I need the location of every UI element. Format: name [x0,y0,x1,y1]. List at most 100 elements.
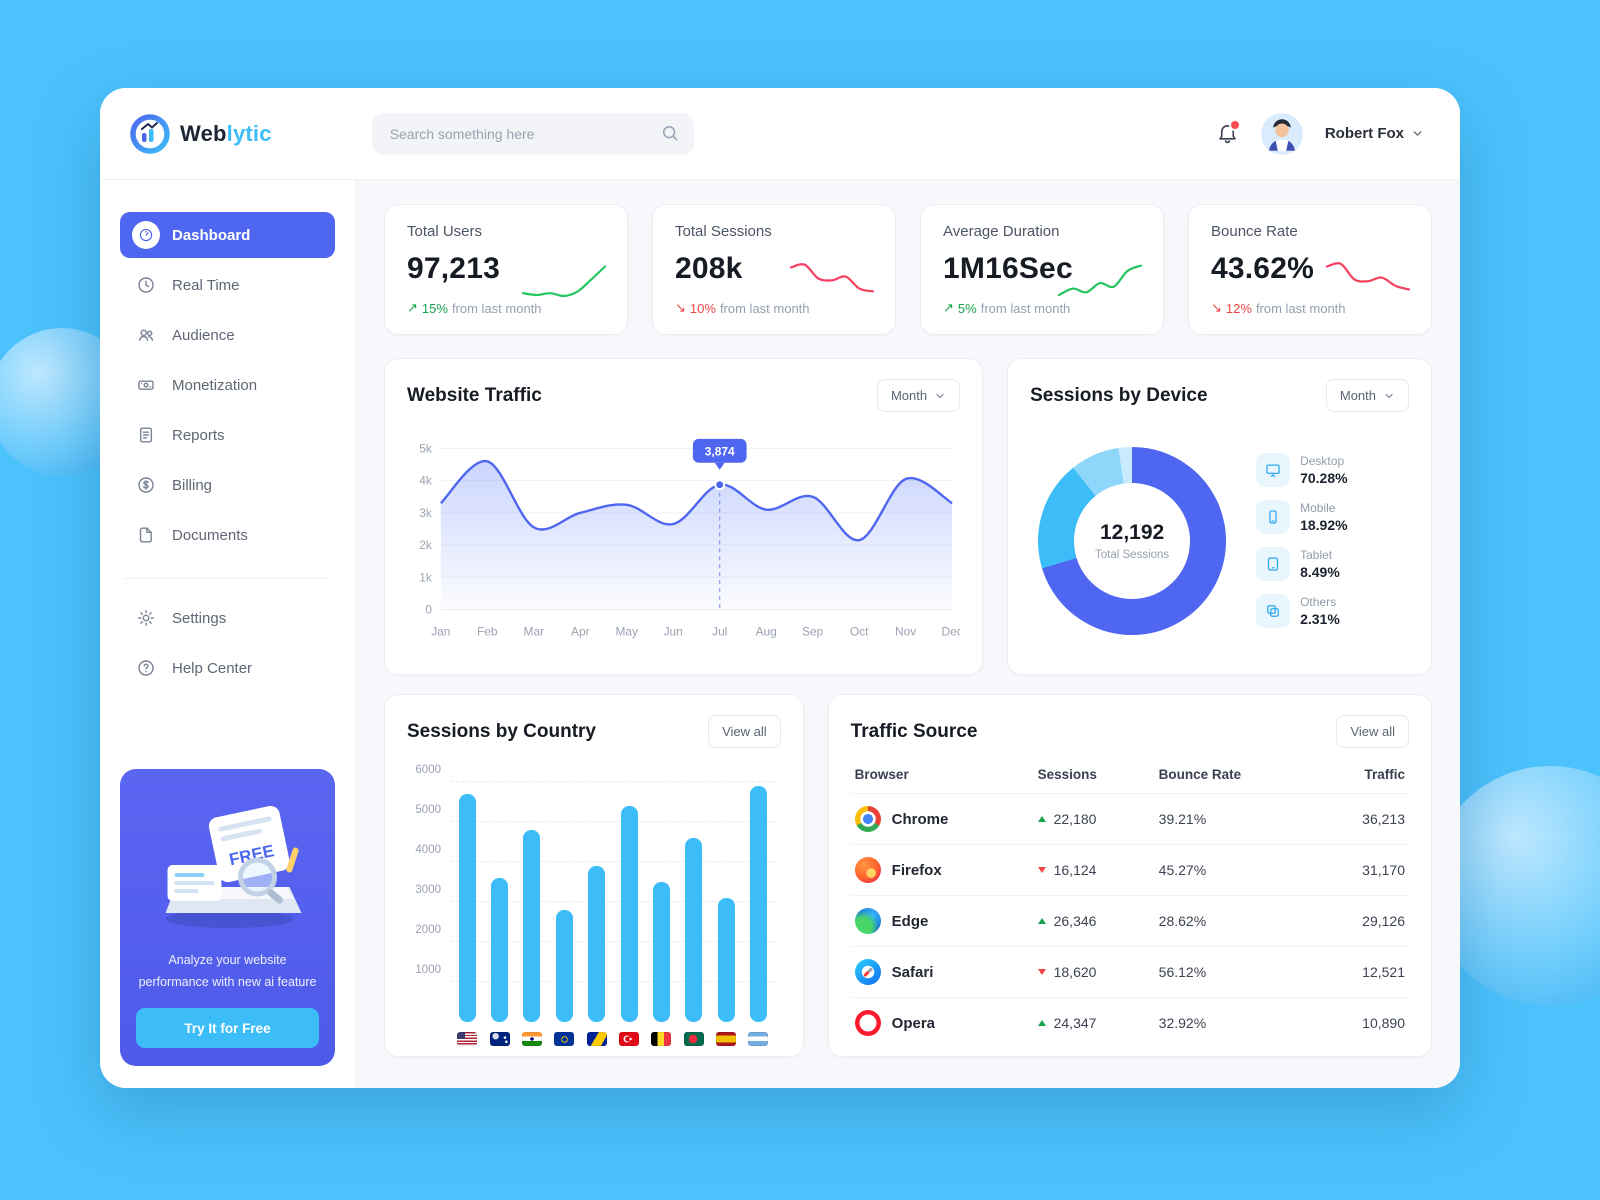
browser-name: Opera [891,1014,936,1032]
flag-india-icon [521,1032,542,1046]
svg-text:Mar: Mar [524,624,545,638]
promo-card: FREE Analyze your website performance wit… [120,769,335,1066]
notification-bell-button[interactable] [1211,117,1245,151]
browser-name: Edge [891,912,929,930]
traffic-value: 12,521 [1317,946,1409,998]
trend-up-triangle-icon [1037,816,1046,822]
legend-value: 2.31% [1300,611,1340,628]
traffic-value: 10,890 [1317,997,1409,1048]
column-header-sessions: Sessions [1033,756,1155,794]
sessions-value: 24,347 [1053,1015,1097,1031]
traffic-period-dropdown[interactable]: Month [876,379,961,412]
stat-card-total-sessions: Total Sessions 208k ↘ 10% from last month [652,204,896,335]
legend-value: 8.49% [1300,564,1340,581]
svg-text:May: May [615,624,638,638]
search-input[interactable] [371,112,694,155]
gridline [451,901,775,902]
gear-icon [138,610,154,626]
sidebar-item-label: Monetization [172,376,258,394]
sessions-value: 26,346 [1053,913,1097,929]
y-axis-label: 5000 [415,804,441,816]
search-bar[interactable] [371,112,694,155]
stat-change-percent: 15% [421,300,448,316]
dollar-icon [138,477,154,493]
flag-spain-icon [716,1032,737,1046]
y-axis-label: 2000 [415,924,441,936]
traffic-tooltip: 3,874 [692,438,747,470]
stat-change-suffix: from last month [980,300,1071,316]
svg-text:3k: 3k [419,506,432,520]
svg-text:Oct: Oct [850,624,869,638]
desktop-icon [1266,464,1280,478]
sidebar-item-label: Billing [172,476,213,494]
gear-icon [132,604,160,632]
flag-bangladesh-icon [683,1032,704,1046]
desktop-icon [1256,453,1291,488]
device-legend-item-desktop: Desktop 70.28% [1256,453,1348,488]
gridline [451,981,775,982]
device-period-value: Month [1339,388,1376,403]
user-avatar[interactable] [1260,112,1303,155]
device-period-dropdown[interactable]: Month [1325,379,1409,412]
device-legend-item-tablet: Tablet 8.49% [1256,547,1347,582]
sidebar-item-help-center[interactable]: Help Center [120,645,335,691]
sidebar-item-dashboard[interactable]: Dashboard [120,212,335,258]
stat-title: Average Duration [943,223,1060,240]
sidebar-item-monetization[interactable]: Monetization [120,362,335,408]
stats-row: Total Users 97,213 ↗ 15% from last month Tota… [384,204,1432,335]
sidebar-item-label: Documents [172,526,248,544]
sidebar-item-audience[interactable]: Audience [120,312,335,358]
sessions-value: 16,124 [1053,862,1097,878]
svg-text:0: 0 [425,603,432,617]
stat-title: Total Users [407,223,483,240]
flag-european-union-icon [554,1032,575,1046]
country-bar-ar [749,786,767,1022]
search-icon [660,123,680,143]
users-icon [132,321,160,349]
stat-value: 97,213 [407,252,500,285]
report-icon [132,421,160,449]
sessions-by-device-title: Sessions by Device [1030,384,1208,406]
file-icon [132,521,160,549]
device-legend-item-mobile: Mobile 18.92% [1256,500,1348,535]
traffic-view-all-button[interactable]: View all [1336,715,1409,748]
user-menu[interactable]: Robert Fox [1319,124,1430,143]
traffic-source-table: Browser Sessions Bounce Rate Traffic Chrome… [850,756,1409,1048]
sidebar-item-real-time[interactable]: Real Time [120,262,335,308]
flag-new-zealand-icon [489,1032,510,1046]
stat-change-suffix: from last month [451,300,542,316]
user-name: Robert Fox [1324,125,1404,142]
edge-icon [854,908,881,934]
sidebar-item-reports[interactable]: Reports [120,412,335,458]
website-traffic-card: Website Traffic Month 0 1k 2k 3k 4k 5k Jan Feb M… [384,358,984,675]
column-header-bounce-rate: Bounce Rate [1154,756,1318,794]
flag-bosnia-and-herzegovina-icon [586,1032,607,1046]
promo-cta-button[interactable]: Try It for Free [136,1008,319,1048]
chrome-icon [854,806,881,832]
promo-message: Analyze your website performance with new… [138,953,317,990]
stat-change: ↗ 15% from last month [407,300,605,316]
table-row-edge: Edge 26,346 28.62% 29,126 [850,895,1409,947]
stat-change: ↗ 5% from last month [943,300,1141,316]
sidebar-nav: Dashboard Real Time Audience Monetization Re… [120,212,335,562]
sidebar-item-settings[interactable]: Settings [120,595,335,641]
traffic-value: 31,170 [1317,844,1409,896]
tablet-icon [1267,557,1279,572]
stat-value: 43.62% [1211,252,1314,285]
sidebar-item-documents[interactable]: Documents [120,512,335,558]
sidebar-item-billing[interactable]: Billing [120,462,335,508]
brand-name: Weblytic [180,120,272,146]
total-sessions-value: 12,192 [1099,520,1165,544]
layers-icon [1267,605,1279,618]
help-icon [132,654,160,682]
traffic-period-value: Month [890,388,928,403]
stat-change-suffix: from last month [1255,300,1346,316]
country-bar-ba [588,866,606,1022]
legend-label: Mobile [1300,501,1336,516]
chevron-down-icon [1385,393,1393,398]
browser-name: Safari [891,963,934,981]
brand-logo[interactable]: Weblytic [130,113,272,154]
stat-card-total-users: Total Users 97,213 ↗ 15% from last month [384,204,628,335]
trend-down-arrow-icon: ↘ [1211,300,1222,315]
country-view-all-button[interactable]: View all [708,715,781,748]
